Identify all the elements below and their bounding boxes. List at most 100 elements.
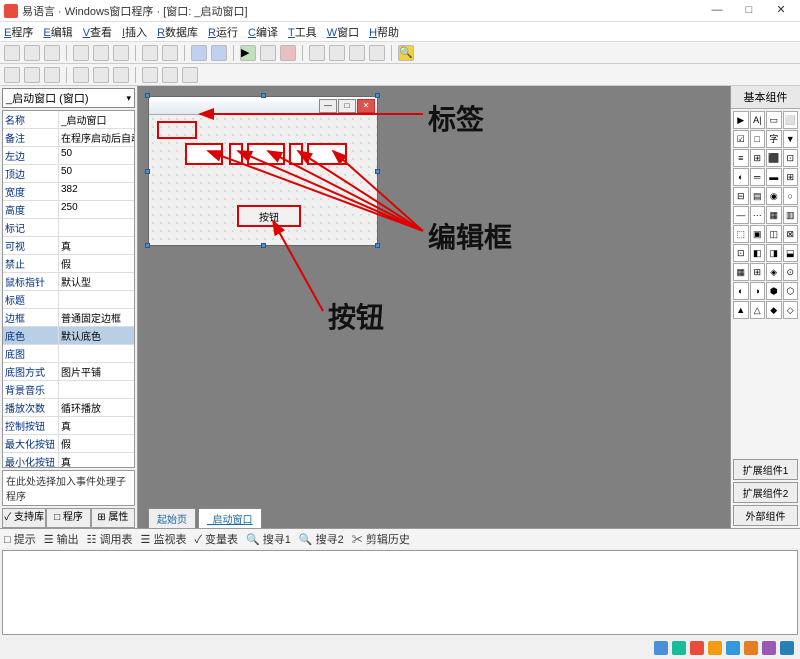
align-bot[interactable] xyxy=(113,67,129,83)
menu-item[interactable]: C编译 xyxy=(248,24,278,40)
palette-item[interactable]: ⬢ xyxy=(766,282,782,300)
tray-icon[interactable] xyxy=(780,641,794,655)
bottom-tab[interactable]: 🔍 搜寻2 xyxy=(299,531,344,547)
property-row[interactable]: 鼠标指针默认型 xyxy=(3,273,134,291)
palette-item[interactable]: ◧ xyxy=(750,244,766,262)
palette-item[interactable]: ▶ xyxy=(733,111,749,129)
property-row[interactable]: 顶边50 xyxy=(3,165,134,183)
tb-undo[interactable] xyxy=(142,45,158,61)
canvas-tab[interactable]: _启动窗口 xyxy=(198,508,262,528)
tray-icon[interactable] xyxy=(726,641,740,655)
menu-item[interactable]: W窗口 xyxy=(327,24,359,40)
palette-item[interactable]: ◐ xyxy=(733,168,749,186)
tb-step1[interactable] xyxy=(309,45,325,61)
palette-item[interactable]: ◫ xyxy=(766,225,782,243)
property-row[interactable]: 标记 xyxy=(3,219,134,237)
object-combo[interactable]: _启动窗口 (窗口) ▾ xyxy=(2,88,135,108)
left-tab[interactable]: □ 程序 xyxy=(46,508,90,528)
button-element[interactable]: 按钮 xyxy=(237,205,301,227)
property-row[interactable]: 边框普通固定边框 xyxy=(3,309,134,327)
bottom-tab[interactable]: ✓ 变量表 xyxy=(194,531,238,547)
palette-item[interactable]: ▣ xyxy=(750,225,766,243)
tb-new[interactable] xyxy=(4,45,20,61)
palette-group[interactable]: 外部组件 xyxy=(733,505,798,526)
palette-item[interactable]: ⬛ xyxy=(766,149,782,167)
tray-icon[interactable] xyxy=(762,641,776,655)
form-designer[interactable]: — □ ✕ 按钮 xyxy=(148,96,378,246)
output-panel[interactable] xyxy=(2,550,798,635)
property-row[interactable]: 禁止假 xyxy=(3,255,134,273)
palette-item[interactable]: ⊙ xyxy=(783,263,799,281)
palette-item[interactable]: ▭ xyxy=(766,111,782,129)
property-row[interactable]: 控制按钮真 xyxy=(3,417,134,435)
align-right[interactable] xyxy=(44,67,60,83)
tray-icon[interactable] xyxy=(708,641,722,655)
tb-save[interactable] xyxy=(44,45,60,61)
canvas-tab[interactable]: 起始页 xyxy=(148,508,196,528)
tb-cut[interactable] xyxy=(73,45,89,61)
left-tab[interactable]: ⊞ 属性 xyxy=(91,508,135,528)
design-canvas[interactable]: — □ ✕ 按钮 标签 编辑框 按钮 xyxy=(138,86,730,528)
property-row[interactable]: 底图方式图片平铺 xyxy=(3,363,134,381)
edit-element[interactable] xyxy=(289,143,303,165)
bottom-tab[interactable]: 🔍 搜寻1 xyxy=(246,531,291,547)
bottom-tab[interactable]: ☷ 调用表 xyxy=(87,531,133,547)
tray-icon[interactable] xyxy=(744,641,758,655)
bottom-tab[interactable]: □ 提示 xyxy=(4,531,36,547)
tb-step4[interactable] xyxy=(369,45,385,61)
palette-item[interactable]: ◈ xyxy=(766,263,782,281)
palette-item[interactable]: ▥ xyxy=(783,206,799,224)
palette-item[interactable]: ○ xyxy=(783,187,799,205)
tb-find[interactable]: 🔍 xyxy=(398,45,414,61)
tb-paste[interactable] xyxy=(113,45,129,61)
align-center[interactable] xyxy=(24,67,40,83)
edit-element[interactable] xyxy=(185,143,223,165)
palette-item[interactable]: — xyxy=(733,206,749,224)
palette-item[interactable]: ◇ xyxy=(783,301,799,319)
tb-open[interactable] xyxy=(24,45,40,61)
palette-item[interactable]: ◨ xyxy=(766,244,782,262)
property-grid[interactable]: 名称_启动窗口备注在程序启动后自动左边50顶边50宽度382高度250标记可视真… xyxy=(2,110,135,468)
align-left[interactable] xyxy=(4,67,20,83)
palette-item[interactable]: ▦ xyxy=(766,206,782,224)
edit-element[interactable] xyxy=(307,143,347,165)
same-wh[interactable] xyxy=(182,67,198,83)
tray-icon[interactable] xyxy=(654,641,668,655)
palette-item[interactable]: □ xyxy=(750,130,766,148)
same-h[interactable] xyxy=(162,67,178,83)
form-min[interactable]: — xyxy=(319,99,337,113)
property-row[interactable]: 名称_启动窗口 xyxy=(3,111,134,129)
menu-item[interactable]: E程序 xyxy=(4,24,33,40)
palette-item[interactable]: ◆ xyxy=(766,301,782,319)
tb-copy[interactable] xyxy=(93,45,109,61)
property-row[interactable]: 最大化按钮假 xyxy=(3,435,134,453)
palette-item[interactable]: ⊞ xyxy=(783,168,799,186)
palette-item[interactable]: ⊞ xyxy=(750,263,766,281)
palette-item[interactable]: ◑ xyxy=(750,282,766,300)
palette-item[interactable]: ▬ xyxy=(766,168,782,186)
menu-item[interactable]: I插入 xyxy=(122,24,147,40)
palette-item[interactable]: ⬡ xyxy=(783,282,799,300)
edit-element[interactable] xyxy=(247,143,285,165)
property-row[interactable]: 最小化按钮真 xyxy=(3,453,134,468)
palette-item[interactable]: ⬓ xyxy=(783,244,799,262)
menu-item[interactable]: R运行 xyxy=(208,24,238,40)
bottom-tab[interactable]: ☰ 输出 xyxy=(44,531,79,547)
palette-item[interactable]: ⊞ xyxy=(750,149,766,167)
palette-item[interactable]: ⊡ xyxy=(733,244,749,262)
palette-item[interactable]: ☑ xyxy=(733,130,749,148)
menu-item[interactable]: E编辑 xyxy=(43,24,72,40)
tb-step2[interactable] xyxy=(329,45,345,61)
tb-step3[interactable] xyxy=(349,45,365,61)
form-max[interactable]: □ xyxy=(338,99,356,113)
edit-element[interactable] xyxy=(229,143,243,165)
property-row[interactable]: 背景音乐 xyxy=(3,381,134,399)
property-row[interactable]: 左边50 xyxy=(3,147,134,165)
palette-item[interactable]: ⬜ xyxy=(783,111,799,129)
property-row[interactable]: 宽度382 xyxy=(3,183,134,201)
menu-item[interactable]: H帮助 xyxy=(369,24,399,40)
menu-item[interactable]: R数据库 xyxy=(157,24,198,40)
palette-item[interactable]: A| xyxy=(750,111,766,129)
palette-item[interactable]: ⬚ xyxy=(733,225,749,243)
menu-item[interactable]: V查看 xyxy=(83,24,112,40)
